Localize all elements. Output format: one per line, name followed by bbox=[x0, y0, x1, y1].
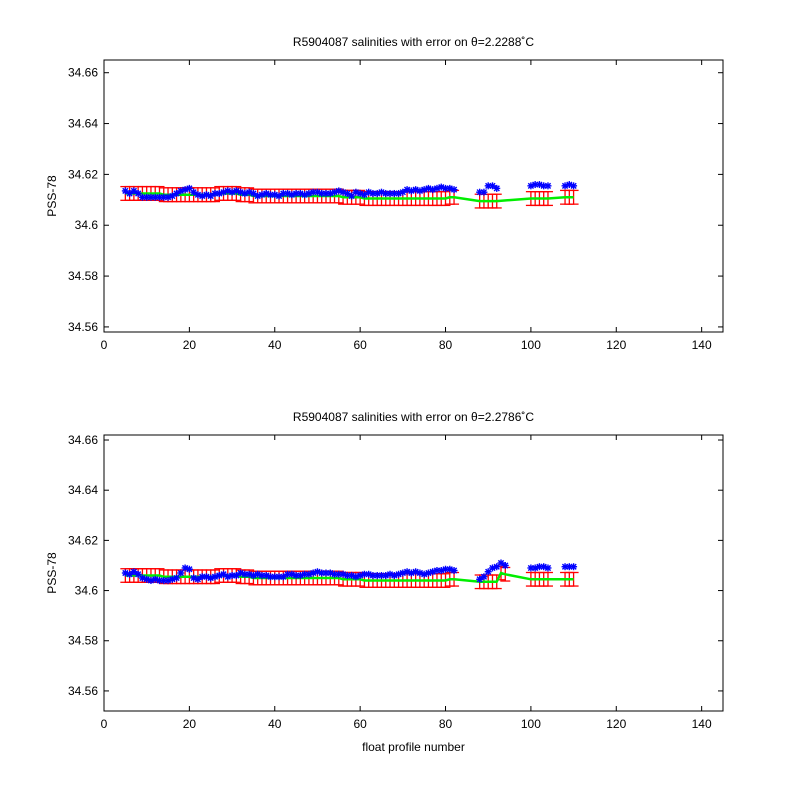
chart-1-x-tick-label: 80 bbox=[439, 717, 453, 731]
chart-1-y-tick-label: 34.56 bbox=[68, 684, 98, 698]
chart-0-float-salinity-point bbox=[493, 184, 501, 192]
chart-0-x-tick-label: 0 bbox=[101, 338, 108, 352]
chart-0-x-tick-label: 60 bbox=[353, 338, 367, 352]
chart-1-float-salinity-point bbox=[544, 564, 552, 572]
chart-0-float-salinity-point bbox=[544, 182, 552, 190]
chart-1-x-axis-label: float profile number bbox=[362, 740, 465, 754]
chart-1-x-tick-label: 120 bbox=[606, 717, 626, 731]
chart-0-float-salinity-point bbox=[480, 188, 488, 196]
chart-0-axes-box bbox=[103, 59, 724, 333]
chart-1-float-salinity-point bbox=[501, 561, 509, 569]
chart-0-float-salinity-point bbox=[207, 192, 215, 200]
chart-1-x-tick-label: 40 bbox=[268, 717, 282, 731]
chart-0-x-tick-label: 40 bbox=[268, 338, 282, 352]
chart-1-y-tick-label: 34.62 bbox=[68, 533, 98, 547]
chart-0-y-tick-label: 34.6 bbox=[75, 218, 99, 232]
chart-0-float-salinity-point bbox=[360, 191, 368, 199]
chart-1-x-tick-label: 60 bbox=[353, 717, 367, 731]
chart-0-x-tick-label: 100 bbox=[521, 338, 541, 352]
chart-1-float-salinity-point bbox=[177, 569, 185, 577]
chart-1-float-salinity-point bbox=[488, 564, 496, 572]
chart-0-float-salinity-point bbox=[570, 182, 578, 190]
chart-1-y-tick-label: 34.64 bbox=[68, 483, 98, 497]
chart-0-y-tick-label: 34.62 bbox=[68, 167, 98, 181]
chart-0-float-salinity-point bbox=[177, 187, 185, 195]
chart-1-x-tick-label: 0 bbox=[101, 717, 108, 731]
chart-1-title: R5904087 salinities with error on θ=2.27… bbox=[293, 410, 534, 424]
chart-1-float-salinity-point bbox=[279, 573, 287, 581]
chart-1-x-tick-label: 100 bbox=[521, 717, 541, 731]
chart-0-y-tick-label: 34.64 bbox=[68, 117, 98, 131]
chart-1-corrected-salinity-line bbox=[125, 571, 574, 584]
chart-0-title: R5904087 salinities with error on θ=2.22… bbox=[293, 35, 534, 49]
chart-1-x-tick-label: 140 bbox=[692, 717, 712, 731]
chart-0-y-tick-label: 34.58 bbox=[68, 269, 98, 283]
chart-0-float-salinity-point bbox=[343, 189, 351, 197]
chart-0-float-salinity-point bbox=[348, 192, 356, 200]
chart-1-float-salinity-point bbox=[476, 575, 484, 583]
chart-1-float-salinity-point bbox=[480, 573, 488, 581]
chart-0-float-salinity-point bbox=[173, 189, 181, 197]
chart-1-x-tick-label: 20 bbox=[183, 717, 197, 731]
chart-1-float-salinity-point bbox=[570, 563, 578, 571]
chart-1-y-tick-label: 34.58 bbox=[68, 634, 98, 648]
chart-0-x-tick-label: 20 bbox=[183, 338, 197, 352]
chart-0-float-salinity-point bbox=[450, 186, 458, 194]
chart-0-float-salinity-point bbox=[275, 192, 283, 200]
chart-1-axes-box bbox=[103, 434, 724, 712]
chart-1-float-salinity-point bbox=[173, 574, 181, 582]
chart-1-float-salinity-point bbox=[450, 566, 458, 574]
chart-0-y-tick-label: 34.66 bbox=[68, 66, 98, 80]
top-panel: 0 20 40 60 80 100 120 140 34.56 34.58 34.6 34.62 34.… bbox=[45, 35, 724, 352]
chart-1-y-tick-label: 34.66 bbox=[68, 433, 98, 447]
bottom-panel: 0 20 40 60 80 100 120 140 34.56 34.58 34.6 34.62 34.… bbox=[45, 410, 724, 754]
chart-0-x-tick-label: 120 bbox=[606, 338, 626, 352]
chart-1-float-salinity-point bbox=[493, 563, 501, 571]
chart-1-y-axis-label: PSS-78 bbox=[45, 552, 59, 594]
chart-0-x-tick-label: 140 bbox=[692, 338, 712, 352]
chart-0-corrected-salinity-line bbox=[125, 192, 574, 203]
chart-1-y-tick-label: 34.6 bbox=[75, 584, 99, 598]
chart-0-y-axis-label: PSS-78 bbox=[45, 175, 59, 217]
chart-0-y-tick-label: 34.56 bbox=[68, 320, 98, 334]
chart-0-x-tick-label: 80 bbox=[439, 338, 453, 352]
chart-1-float-salinity-point bbox=[185, 565, 193, 573]
